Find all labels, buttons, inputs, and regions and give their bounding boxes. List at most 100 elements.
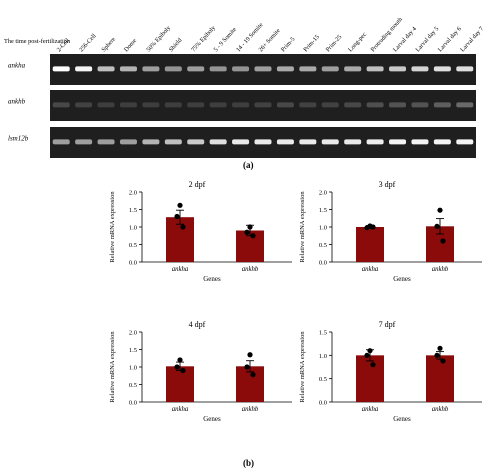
gel-band	[75, 102, 93, 108]
data-point	[437, 345, 443, 351]
gel-band	[254, 139, 272, 145]
data-point	[247, 352, 253, 358]
gel-band	[232, 139, 250, 145]
y-axis-label: Relative mRNA expression	[299, 191, 306, 263]
data-point	[174, 364, 180, 370]
gel-band	[75, 66, 93, 72]
gel-band	[366, 102, 384, 108]
chart-svg: 7 dpf 0.0 0.5 1.0 1.5 Relative mRNA expressio…	[299, 320, 482, 423]
x-tick-label: ankha	[172, 266, 189, 273]
gel-band	[142, 66, 160, 72]
chart-3dpf: 3 dpf 0.0 0.5 1.0 1.5 2.0 Relative mRNA expres…	[270, 178, 490, 290]
x-tick-label: ankha	[362, 266, 379, 273]
gel-band	[164, 102, 182, 108]
chart-title: 2 dpf	[189, 180, 206, 189]
bar-ankha	[356, 227, 384, 262]
gel-band	[52, 139, 70, 145]
gel-band	[433, 66, 451, 72]
gel-band	[209, 102, 227, 108]
data-point	[247, 224, 253, 230]
y-tick-label: 2.0	[129, 330, 137, 337]
gene-label-ankhb: ankhb	[8, 98, 26, 106]
gel-band	[119, 139, 137, 145]
data-point	[370, 224, 376, 230]
data-point	[177, 202, 183, 208]
gel-band	[254, 66, 272, 72]
data-point	[180, 224, 186, 230]
gel-band	[209, 66, 227, 72]
gel-band	[119, 102, 137, 108]
gel-band	[276, 102, 294, 108]
gel-band	[52, 102, 70, 108]
chart-svg: 3 dpf 0.0 0.5 1.0 1.5 2.0 Relative mRNA expres…	[299, 180, 482, 283]
x-axis-label: Genes	[393, 275, 411, 283]
gel-band	[299, 66, 317, 72]
data-point	[250, 372, 256, 378]
gene-label-ankha: ankha	[8, 62, 26, 70]
gel-band	[142, 139, 160, 145]
gel-band	[456, 102, 474, 108]
x-tick-label: ankhb	[432, 406, 449, 413]
x-axis-label: Genes	[203, 415, 221, 423]
y-tick-label: 0.0	[129, 400, 137, 407]
gel-band	[321, 66, 339, 72]
gel-band	[276, 139, 294, 145]
data-point	[250, 233, 256, 239]
stage-label: Shield	[168, 36, 184, 53]
chart-2dpf: 2 dpf 0.0 0.5 1.0 1.5 2.0 Relative mRNA expres…	[80, 178, 300, 290]
gel-band	[164, 66, 182, 72]
gel-band	[411, 139, 429, 145]
chart-4dpf: 4 dpf 0.0 0.5 1.0 1.5 2.0 Relative mRNA expres…	[80, 318, 300, 430]
gel-band	[344, 66, 362, 72]
y-tick-label: 1.0	[129, 365, 137, 372]
gel-band	[411, 66, 429, 72]
gel-band	[52, 66, 70, 72]
chart-title: 7 dpf	[379, 320, 396, 329]
y-tick-label: 1.5	[319, 330, 327, 337]
data-point	[364, 225, 370, 231]
gel-band	[389, 139, 407, 145]
stage-label: Prim-15	[302, 34, 321, 54]
stage-label: Long-pec	[347, 31, 368, 53]
panel-label-b: (b)	[243, 458, 254, 468]
gel-band	[299, 139, 317, 145]
gel-header-label: The time post-fertilization	[4, 38, 71, 45]
x-tick-label: ankhb	[242, 266, 259, 273]
data-point	[440, 358, 446, 364]
gel-band	[433, 102, 451, 108]
data-point	[177, 357, 183, 363]
x-tick-label: ankha	[362, 406, 379, 413]
x-tick-label: ankhb	[432, 266, 449, 273]
stage-label: Sphere	[100, 36, 117, 54]
data-point	[440, 238, 446, 244]
y-tick-label: 1.5	[129, 207, 137, 214]
stage-label: Dome	[123, 37, 138, 53]
stage-label: Prim-25	[325, 34, 344, 54]
y-tick-label: 0.0	[129, 260, 137, 267]
gel-band	[389, 102, 407, 108]
bar-ankhb	[426, 355, 454, 402]
gel-band	[411, 102, 429, 108]
panel-label-a: (a)	[243, 160, 254, 170]
data-point	[244, 229, 250, 235]
data-point	[180, 367, 186, 374]
gel-band	[299, 102, 317, 108]
y-tick-label: 1.5	[129, 347, 137, 354]
gel-band	[209, 139, 227, 145]
gel-band	[456, 139, 474, 145]
y-tick-label: 1.0	[129, 225, 137, 232]
gel-band	[119, 66, 137, 72]
gel-band	[97, 102, 115, 108]
gel-band	[164, 139, 182, 145]
gel-band	[187, 66, 205, 72]
y-tick-label: 0.0	[319, 400, 327, 407]
chart-title: 4 dpf	[189, 320, 206, 329]
gel-band	[321, 139, 339, 145]
gel-band	[187, 139, 205, 145]
data-point	[370, 362, 376, 368]
x-tick-label: ankha	[172, 406, 189, 413]
y-tick-label: 0.5	[319, 376, 327, 383]
y-tick-label: 0.5	[319, 242, 327, 249]
stage-label: Larval day 7	[459, 25, 485, 53]
